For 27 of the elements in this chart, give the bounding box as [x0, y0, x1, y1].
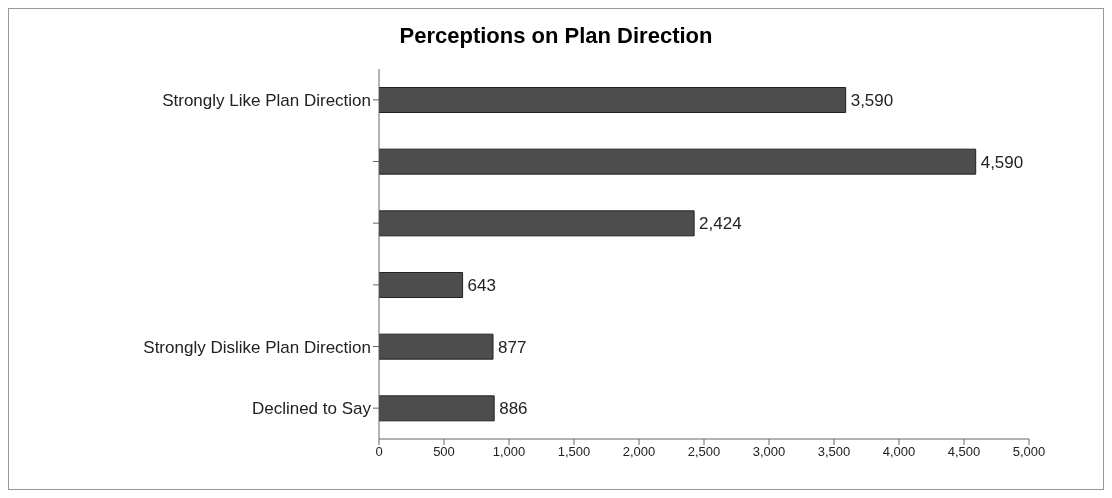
- data-label: 4,590: [980, 152, 1024, 172]
- data-label: 2,424: [699, 214, 742, 234]
- x-tick-label: 3,500: [817, 444, 851, 460]
- bar: [379, 395, 495, 422]
- bar: [379, 210, 695, 237]
- data-label: 886: [499, 399, 528, 419]
- bar: [379, 87, 847, 113]
- bar: [379, 272, 464, 298]
- x-tick-label: 4,000: [882, 444, 916, 460]
- data-label: 3,590: [850, 91, 894, 111]
- x-tick-label: 1,500: [557, 444, 591, 460]
- y-tick-label: Strongly Dislike Plan Direction: [143, 337, 371, 357]
- x-tick-label: 3,000: [752, 444, 786, 460]
- y-tick-label: Declined to Say: [251, 399, 372, 419]
- y-tick-label: Strongly Like Plan Direction: [162, 90, 371, 110]
- x-tick-label: 2,500: [687, 444, 721, 460]
- bar: [379, 333, 494, 360]
- x-tick-label: 2,000: [622, 444, 656, 460]
- data-label: 877: [498, 337, 527, 357]
- bar: [379, 148, 977, 175]
- x-tick-label: 4,500: [947, 444, 981, 460]
- chart-title: Perceptions on Plan Direction: [398, 23, 714, 49]
- x-tick-label: 0: [375, 444, 383, 460]
- data-label: 643: [467, 276, 496, 296]
- x-tick-label: 500: [433, 444, 455, 460]
- x-tick-label: 5,000: [1012, 444, 1046, 460]
- x-tick-label: 1,000: [492, 444, 526, 460]
